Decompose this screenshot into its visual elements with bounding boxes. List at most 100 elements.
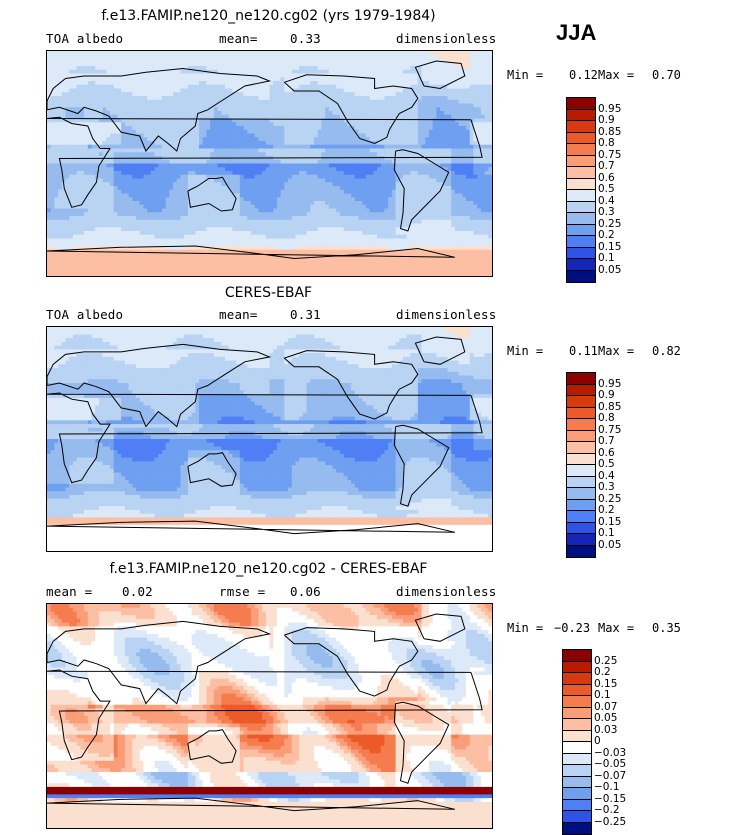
contour-cell <box>225 81 230 86</box>
contour-cell <box>365 174 371 180</box>
contour-cell <box>262 96 267 101</box>
contour-cell <box>154 133 159 138</box>
contour-cell <box>306 92 311 97</box>
contour-cell <box>199 178 204 183</box>
contour-cell <box>369 111 374 116</box>
contour-cell <box>213 103 219 108</box>
contour-cell <box>447 174 452 180</box>
contour-cell <box>150 118 156 123</box>
contour-cell <box>317 62 323 67</box>
contour-cell <box>276 163 282 168</box>
contour-cell <box>399 88 404 93</box>
contour-cell <box>458 129 463 135</box>
contour-cell <box>98 204 104 210</box>
contour-cell <box>50 159 56 165</box>
contour-cell <box>302 141 308 146</box>
contour-cell <box>121 129 126 135</box>
contour-cell <box>80 129 85 135</box>
contour-cell <box>351 92 356 97</box>
contour-cell <box>158 81 163 86</box>
contour-cell <box>410 81 415 86</box>
contour-cell <box>373 152 378 157</box>
contour-cell <box>258 111 263 116</box>
contour-cell <box>354 144 360 150</box>
contour-cell <box>339 99 345 105</box>
contour-cell <box>265 178 271 183</box>
contour-cell <box>447 133 452 138</box>
contour-cell <box>421 84 426 90</box>
contour-cell <box>50 167 56 172</box>
contour-cell <box>410 197 415 202</box>
contour-cell <box>258 201 263 206</box>
contour-cell <box>317 99 323 105</box>
contour-cell <box>221 126 226 131</box>
contour-cell <box>239 189 245 195</box>
contour-cell <box>69 126 74 131</box>
contour-cell <box>195 201 200 206</box>
contour-cell <box>265 148 271 153</box>
contour-cell <box>325 122 330 127</box>
contour-cell <box>273 174 278 180</box>
contour-cell <box>458 137 463 142</box>
contour-cell <box>325 167 330 172</box>
contour-cell <box>451 118 456 123</box>
contour-cell <box>440 111 445 116</box>
contour-cell <box>128 171 133 176</box>
contour-cell <box>102 81 107 86</box>
contour-cell <box>462 88 467 93</box>
contour-cell <box>336 118 341 123</box>
contour-cell <box>406 96 412 101</box>
contour-cell <box>273 51 278 56</box>
contour-cell <box>161 118 167 123</box>
contour-cell <box>113 186 119 191</box>
contour-cell <box>98 174 104 180</box>
contour-cell <box>458 186 463 191</box>
contour-cell <box>454 186 460 191</box>
contour-cell <box>102 88 107 93</box>
contour-cell <box>362 171 367 176</box>
contour-cell <box>317 141 323 146</box>
contour-cell <box>113 137 119 142</box>
contour-cell <box>276 159 282 165</box>
contour-cell <box>414 111 419 116</box>
contour-cell <box>124 186 130 191</box>
contour-cell <box>440 62 445 67</box>
contour-cell <box>458 152 463 157</box>
contour-cell <box>191 193 196 198</box>
contour-cell <box>373 193 378 198</box>
contour-cell <box>124 144 130 150</box>
contour-cell <box>98 129 104 135</box>
contour-cell <box>80 152 85 157</box>
contour-cell <box>332 51 337 56</box>
contour-cell <box>65 174 70 180</box>
contour-cell <box>488 167 492 172</box>
contour-cell <box>462 201 467 206</box>
contour-cell <box>276 201 282 206</box>
contour-cell <box>184 201 189 206</box>
contour-cell <box>351 178 356 183</box>
contour-cell <box>473 141 478 146</box>
contour-cell <box>373 201 378 206</box>
contour-cell <box>106 96 111 101</box>
contour-cell <box>143 186 148 191</box>
contour-cell <box>76 167 81 172</box>
contour-cell <box>466 159 471 165</box>
contour-cell <box>373 144 378 150</box>
contour-cell <box>447 182 452 187</box>
contour-cell <box>343 148 348 153</box>
contour-cell <box>295 84 300 90</box>
contour-cell <box>206 77 211 82</box>
contour-cell <box>176 107 182 112</box>
contour-cell <box>262 62 267 67</box>
contour-cell <box>302 197 308 202</box>
contour-cell <box>169 88 174 93</box>
contour-cell <box>291 73 297 78</box>
contour-cell <box>191 171 196 176</box>
contour-cell <box>310 133 315 138</box>
contour-cell <box>210 107 215 112</box>
contour-cell <box>280 152 285 157</box>
contour-cell <box>354 69 360 75</box>
contour-cell <box>269 201 274 206</box>
contour-cell <box>351 69 356 75</box>
contour-cell <box>284 118 289 123</box>
